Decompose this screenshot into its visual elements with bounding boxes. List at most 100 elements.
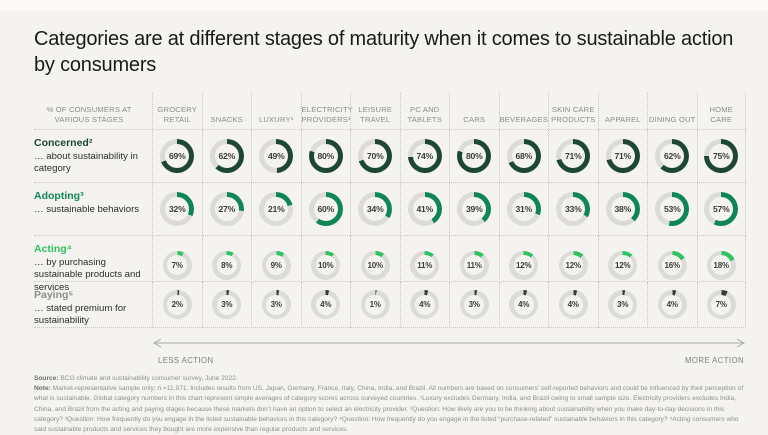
donut-chart: 80% bbox=[457, 139, 492, 173]
donut-value: 41% bbox=[416, 204, 434, 214]
donut-cell: 7% bbox=[152, 236, 202, 294]
donut-value: 34% bbox=[366, 204, 384, 214]
donut-cell: 33% bbox=[548, 183, 598, 235]
page-title: Categories are at different stages of ma… bbox=[34, 28, 734, 76]
donut-chart: 12% bbox=[608, 250, 638, 280]
donut-chart: 3% bbox=[459, 290, 489, 320]
donut-value: 9% bbox=[270, 260, 282, 270]
donut-value: 11% bbox=[466, 260, 482, 270]
donut-cell: 3% bbox=[449, 282, 499, 328]
donut-chart: 68% bbox=[506, 139, 541, 173]
donut-value: 39% bbox=[465, 204, 483, 214]
corner-header: % of consumers at various stages bbox=[34, 92, 152, 129]
stage-name: Acting⁴ bbox=[34, 243, 72, 255]
donut-value: 18% bbox=[713, 260, 730, 270]
donut-cell: 80% bbox=[449, 130, 499, 182]
donut-value: 62% bbox=[663, 151, 681, 161]
donut-chart: 10% bbox=[311, 250, 341, 280]
donut-cell: 4% bbox=[300, 282, 351, 328]
column-header-11: Dining out bbox=[647, 92, 697, 129]
column-header-3: Luxury¹ bbox=[251, 92, 301, 129]
stage-label-cell: Concerned²… about sustainability in cate… bbox=[34, 130, 152, 182]
donut-chart: 60% bbox=[308, 192, 343, 226]
donut-cell: 80% bbox=[300, 130, 351, 182]
stage-name: Concerned² bbox=[34, 137, 93, 149]
donut-cell: 27% bbox=[201, 183, 252, 235]
donut-value: 3% bbox=[468, 300, 480, 310]
column-header-label: Electricity providers¹ bbox=[301, 104, 354, 124]
donut-chart: 33% bbox=[556, 192, 591, 226]
donut-value: 57% bbox=[712, 204, 730, 214]
donut-value: 75% bbox=[712, 151, 730, 161]
donut-value: 16% bbox=[664, 260, 681, 270]
donut-cell: 11% bbox=[399, 236, 450, 294]
donut-cell: 4% bbox=[399, 282, 450, 328]
donut-chart: 12% bbox=[558, 250, 588, 280]
donut-cell: 71% bbox=[548, 130, 598, 182]
column-header-label: Grocery retail bbox=[157, 104, 198, 124]
donut-cell: 18% bbox=[696, 236, 746, 294]
donut-value: 32% bbox=[168, 204, 186, 214]
column-header-label: PC and tablets bbox=[407, 104, 443, 124]
donut-value: 60% bbox=[317, 204, 335, 214]
column-header-6: PC and tablets bbox=[399, 92, 450, 129]
stage-row-adopting: Adopting³… sustainable behaviors 32% 27% 21… bbox=[34, 183, 746, 236]
column-header-7: Cars bbox=[449, 92, 499, 129]
stage-description: … stated premium for sustainability bbox=[34, 302, 127, 327]
donut-value: 62% bbox=[218, 151, 236, 161]
donut-chart: 4% bbox=[410, 290, 440, 320]
donut-value: 12% bbox=[615, 260, 631, 270]
exhibit: Categories are at different stages of ma… bbox=[0, 11, 768, 435]
donut-cell: 57% bbox=[696, 183, 746, 235]
column-header-10: Apparel bbox=[597, 92, 648, 129]
donut-cell: 62% bbox=[647, 130, 697, 182]
donut-chart: 7% bbox=[162, 250, 192, 280]
donut-value: 10% bbox=[367, 260, 384, 270]
stage-label-cell: Paying⁵… stated premium for sustainabili… bbox=[34, 282, 152, 328]
donut-chart: 38% bbox=[605, 192, 640, 226]
donut-value: 71% bbox=[614, 151, 632, 161]
donut-value: 27% bbox=[218, 204, 236, 214]
column-header-1: Grocery retail bbox=[152, 92, 202, 129]
donut-chart: 10% bbox=[360, 250, 390, 280]
donut-chart: 16% bbox=[657, 250, 687, 280]
donut-chart: 69% bbox=[160, 139, 195, 173]
column-header-label: Leisure travel bbox=[358, 104, 393, 124]
action-axis: Less action More action bbox=[152, 328, 746, 365]
column-header-4: Electricity providers¹ bbox=[300, 92, 354, 129]
donut-value: 69% bbox=[168, 151, 186, 161]
donut-chart: 21% bbox=[259, 192, 294, 226]
column-header-label: Cars bbox=[463, 114, 486, 124]
donut-value: 4% bbox=[666, 300, 678, 310]
donut-value: 33% bbox=[564, 204, 582, 214]
donut-chart: 31% bbox=[506, 192, 541, 226]
donut-chart: 32% bbox=[160, 192, 195, 226]
donut-value: 70% bbox=[366, 151, 384, 161]
donut-cell: 9% bbox=[251, 236, 301, 294]
column-header-2: Snacks bbox=[201, 92, 252, 129]
donut-chart: 2% bbox=[162, 290, 192, 320]
note-line: Note: Market-representative sample only;… bbox=[34, 384, 746, 435]
stage-name: Adopting³ bbox=[34, 190, 84, 202]
donut-cell: 75% bbox=[696, 130, 746, 182]
stage-name: Paying⁵ bbox=[34, 289, 74, 301]
donut-cell: 69% bbox=[152, 130, 202, 182]
donut-value: 12% bbox=[516, 260, 532, 270]
donut-cell: 8% bbox=[201, 236, 252, 294]
arrowhead-right-icon bbox=[736, 338, 746, 348]
column-header-12: Home care bbox=[696, 92, 746, 129]
donut-cell: 7% bbox=[696, 282, 746, 328]
donut-chart: 4% bbox=[558, 290, 588, 320]
donut-chart: 11% bbox=[410, 250, 440, 280]
donut-chart: 12% bbox=[509, 250, 539, 280]
column-header-8: Beverages bbox=[498, 92, 549, 129]
donut-value: 4% bbox=[320, 300, 332, 310]
donut-chart: 1% bbox=[360, 290, 390, 320]
donut-value: 4% bbox=[518, 300, 530, 310]
donut-chart: 4% bbox=[657, 290, 687, 320]
donut-value: 7% bbox=[715, 300, 727, 310]
donut-chart: 8% bbox=[212, 250, 242, 280]
donut-value: 4% bbox=[419, 300, 431, 310]
donut-chart: 3% bbox=[212, 290, 242, 320]
donut-chart: 7% bbox=[706, 290, 736, 320]
